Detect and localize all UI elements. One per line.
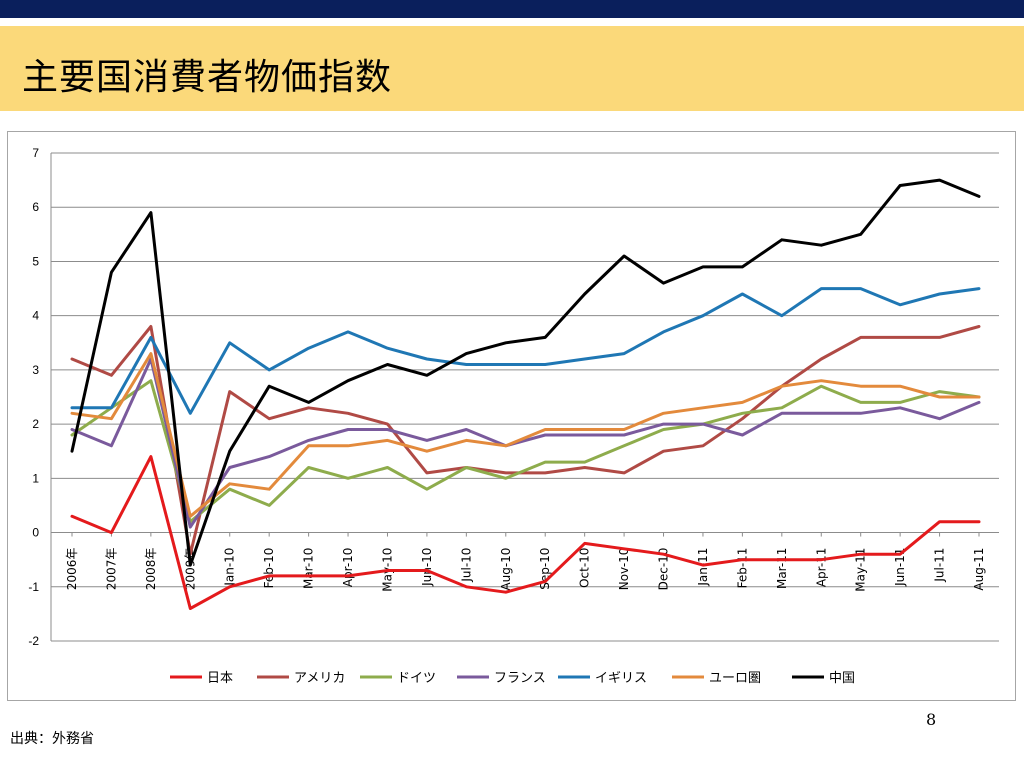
x-tick-label: Jun-11	[893, 548, 907, 587]
title-bar	[0, 26, 1024, 111]
x-tick-label: Jan-10	[223, 548, 237, 587]
y-tick-label: 1	[32, 471, 39, 485]
x-tick-label: 2006年	[65, 548, 79, 591]
x-tick-label: Aug-11	[972, 548, 986, 591]
x-tick-label: Apr-10	[341, 548, 355, 588]
page-number: 8	[926, 710, 937, 729]
y-tick-label: 3	[32, 363, 39, 377]
legend-label: フランス	[494, 671, 546, 686]
y-tick-label: 4	[32, 309, 39, 323]
series-line	[70, 178, 981, 567]
x-tick-label: Aug-10	[499, 548, 513, 591]
x-tick-label: Mar-11	[775, 548, 789, 589]
series-line	[70, 379, 981, 524]
x-tick-label: Nov-10	[617, 548, 631, 591]
series-line	[70, 325, 981, 556]
x-tick-label: Oct-10	[578, 548, 592, 588]
legend-label: 中国	[829, 671, 855, 686]
legend-label: ユーロ圏	[709, 671, 761, 686]
x-tick-label: Jul-11	[933, 548, 947, 583]
legend-label: イギリス	[595, 671, 647, 686]
x-tick-label: Dec-10	[657, 548, 671, 591]
series-line	[70, 455, 981, 610]
y-tick-label: 5	[32, 254, 39, 268]
x-tick-label: Jul-10	[459, 548, 473, 583]
y-tick-label: 0	[32, 526, 39, 540]
slide-title: 主要国消費者物価指数	[22, 57, 393, 98]
x-tick-label: Mar-10	[302, 548, 316, 589]
y-tick-label: -1	[28, 580, 39, 594]
x-tick-label: Feb-10	[262, 548, 276, 589]
x-tick-label: Jun-10	[420, 548, 434, 587]
x-tick-label: 2008年	[144, 548, 158, 591]
top-band-separator	[0, 18, 1024, 22]
gridlines	[51, 152, 999, 642]
source-note: 出典：外務省	[10, 731, 94, 747]
chart-frame	[7, 131, 1016, 701]
y-tick-label: -2	[28, 634, 39, 648]
x-tick-label: 2007年	[104, 548, 118, 591]
x-tick-label: Apr-11	[814, 548, 828, 588]
x-tick-label: Jan-11	[696, 548, 710, 587]
top-band	[0, 0, 1024, 18]
x-tick-label: Feb-11	[735, 548, 749, 589]
series-line	[70, 357, 981, 529]
x-tick-label: May-11	[854, 548, 868, 592]
y-tick-label: 6	[32, 200, 39, 214]
series-line	[70, 287, 981, 415]
legend-label: ドイツ	[397, 671, 436, 686]
y-tick-label: 2	[32, 417, 39, 431]
legend-label: 日本	[207, 671, 233, 686]
legend-label: アメリカ	[294, 671, 345, 686]
series-line	[70, 352, 981, 518]
y-tick-label: 7	[32, 146, 39, 160]
